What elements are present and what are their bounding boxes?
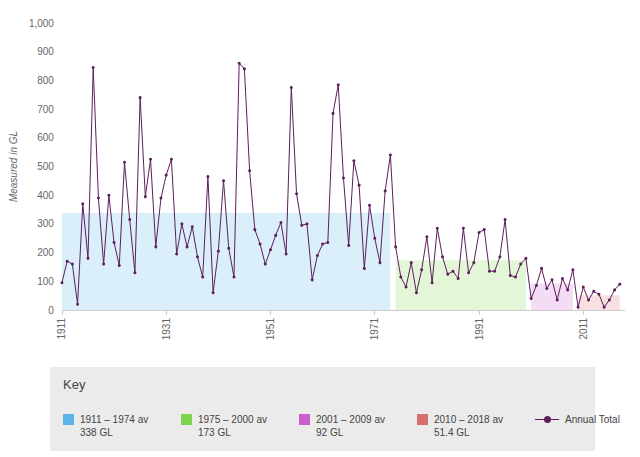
- svg-text:400: 400: [37, 190, 54, 201]
- html-text:2010 – 2018 av: 2010 – 2018 av: [434, 414, 503, 425]
- svg-text:Measured in GL: Measured in GL: [8, 131, 19, 202]
- svg-text:1991: 1991: [474, 318, 485, 341]
- html-text:173 GL: 173 GL: [198, 427, 231, 438]
- svg-text:100: 100: [37, 276, 54, 287]
- html-text:2001 – 2009 av: 2001 – 2009 av: [316, 414, 385, 425]
- html-text:Key: Key: [63, 377, 86, 392]
- svg-text:1971: 1971: [369, 318, 380, 341]
- svg-text:300: 300: [37, 218, 54, 229]
- svg-text:500: 500: [37, 161, 54, 172]
- html-text:338 GL: 338 GL: [80, 427, 113, 438]
- html-text:92 GL: 92 GL: [316, 427, 344, 438]
- svg-text:1951: 1951: [265, 318, 276, 341]
- html-text:Annual Total: Annual Total: [565, 414, 620, 425]
- svg-text:900: 900: [37, 46, 54, 57]
- svg-text:0: 0: [48, 305, 54, 316]
- svg-text:1911: 1911: [56, 318, 67, 340]
- html-text:1975 – 2000 av: 1975 – 2000 av: [198, 414, 267, 425]
- svg-text:600: 600: [37, 132, 54, 143]
- svg-text:1931: 1931: [161, 318, 172, 341]
- html-text:1911 – 1974 av: 1911 – 1974 av: [80, 414, 149, 425]
- svg-text:1,000: 1,000: [29, 18, 54, 29]
- html-text:51.4 GL: 51.4 GL: [434, 427, 470, 438]
- svg-text:200: 200: [37, 247, 54, 258]
- svg-text:800: 800: [37, 75, 54, 86]
- svg-text:700: 700: [37, 104, 54, 115]
- svg-text:2011: 2011: [578, 318, 589, 340]
